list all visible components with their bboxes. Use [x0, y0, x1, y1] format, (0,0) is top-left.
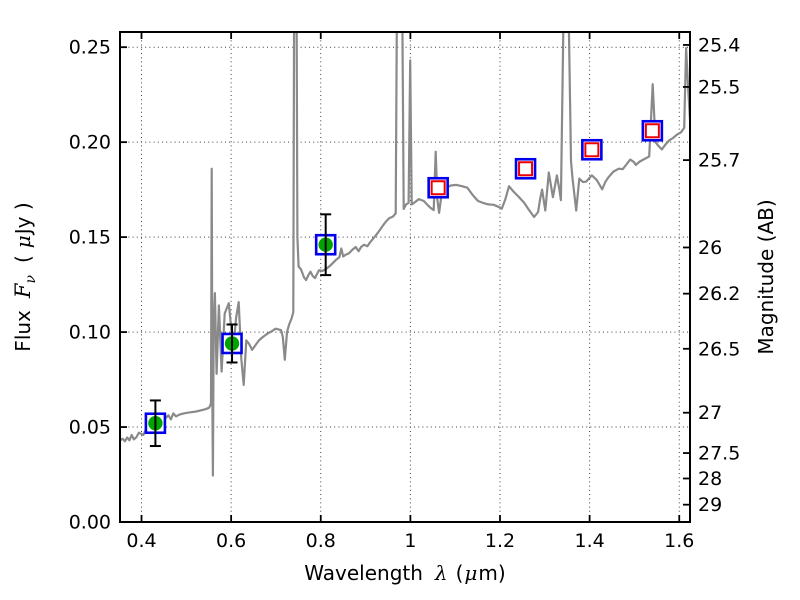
red-square-marker: [518, 161, 534, 177]
model-photometry-point: [427, 176, 449, 199]
x-tick-label: 0.6: [216, 530, 246, 552]
model-spectrum-line: [120, 32, 690, 477]
y-tick-label-right: 26.5: [698, 338, 740, 360]
x-tick-label: 1.6: [664, 530, 694, 552]
y-tick-label-left: 0.00: [69, 512, 111, 534]
model-photometry-point: [581, 138, 603, 161]
x-tick-label: 1.2: [485, 530, 515, 552]
plot-frame: [119, 31, 691, 523]
axis-ticks: [120, 32, 690, 523]
y-tick-label-left: 0.20: [69, 132, 111, 154]
y-tick-label-right: 28: [698, 468, 722, 490]
y-axis-label-right: Magnitude (AB): [754, 199, 778, 354]
x-tick-label: 1.4: [575, 530, 605, 552]
y-tick-label-left: 0.15: [69, 227, 111, 249]
y-tick-label-right: 25.4: [698, 34, 740, 56]
x-tick-label: 1: [404, 530, 416, 552]
y-tick-label-left: 0.25: [69, 37, 111, 59]
photometry-layer: [144, 119, 664, 448]
blue-square-marker: [514, 157, 537, 180]
y-tick-label-right: 27: [698, 402, 722, 424]
y-tick-label-right: 25.7: [698, 150, 740, 172]
x-tick-label: 0.8: [306, 530, 336, 552]
spectrum-layer: [120, 32, 690, 477]
y-tick-label-right: 29: [698, 494, 722, 516]
y-tick-label-left: 0.10: [69, 322, 111, 344]
y-tick-label-left: 0.05: [69, 417, 111, 439]
gridlines: [120, 32, 690, 522]
axes-frame: [119, 31, 691, 523]
tick-labels: 0.4 0.6 0.8 1 1.2 1.4 1.6 0.00 0.05 0.10 0.15 0.20 0…: [69, 34, 741, 552]
x-axis-label: Wavelength λ (μm): [304, 561, 505, 585]
red-square-marker: [430, 180, 446, 196]
red-square-marker: [584, 142, 600, 158]
y-tick-label-right: 26.2: [698, 283, 740, 305]
model-photometry-point: [641, 119, 664, 142]
observed-photometry-point: [144, 399, 167, 448]
blue-square-marker: [641, 119, 664, 142]
y-tick-label-right: 26: [698, 237, 722, 259]
observed-photometry-point: [314, 213, 337, 277]
blue-square-marker: [581, 138, 603, 161]
y-tick-label-right: 27.5: [698, 443, 740, 465]
y-tick-label-right: 25.5: [698, 76, 740, 98]
x-tick-label: 0.4: [126, 530, 156, 552]
red-square-marker: [644, 123, 660, 139]
blue-square-marker: [427, 176, 449, 199]
model-photometry-point: [514, 157, 537, 180]
y-axis-label-left: FluxFν(μJy ): [11, 202, 39, 351]
observed-photometry-point: [221, 323, 243, 364]
